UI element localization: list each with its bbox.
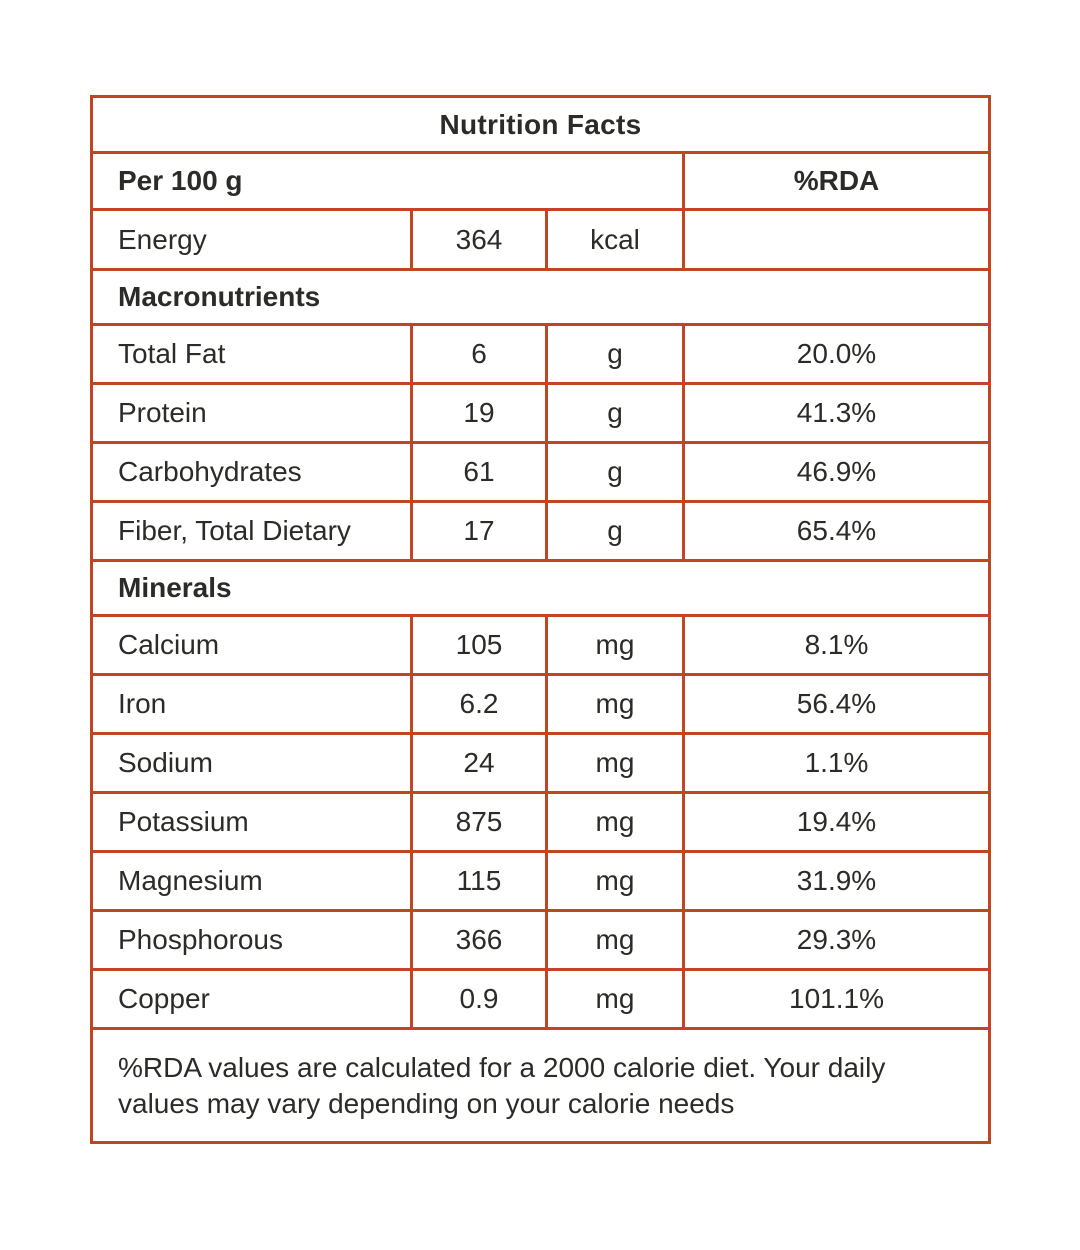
rda-footnote: %RDA values are calculated for a 2000 ca… xyxy=(90,1027,991,1144)
nutrient-rda: 31.9% xyxy=(682,850,991,912)
label-header-rows: Nutrition Facts Per 100 g %RDA Energy 36… xyxy=(90,95,991,271)
section-header: Macronutrients xyxy=(90,268,991,326)
nutrient-label: Carbohydrates xyxy=(90,441,413,503)
nutrient-unit: mg xyxy=(545,732,685,794)
nutrient-rda: 29.3% xyxy=(682,909,991,971)
nutrient-value: 0.9 xyxy=(410,968,548,1030)
nutrient-label: Fiber, Total Dietary xyxy=(90,500,413,562)
label-footer-rows: %RDA values are calculated for a 2000 ca… xyxy=(90,1027,991,1144)
nutrient-value: 6.2 xyxy=(410,673,548,735)
nutrient-rda: 46.9% xyxy=(682,441,991,503)
nutrient-row: Total Fat 6 g 20.0% xyxy=(90,323,991,385)
serving-row: Per 100 g %RDA xyxy=(90,151,991,211)
nutrient-label: Iron xyxy=(90,673,413,735)
nutrient-rda: 20.0% xyxy=(682,323,991,385)
nutrient-unit: mg xyxy=(545,909,685,971)
nutrient-row: Magnesium 115 mg 31.9% xyxy=(90,850,991,912)
nutrient-rda: 56.4% xyxy=(682,673,991,735)
nutrient-rda: 101.1% xyxy=(682,968,991,1030)
nutrient-unit: g xyxy=(545,441,685,503)
energy-unit: kcal xyxy=(545,208,685,271)
energy-rda-empty xyxy=(682,208,991,271)
nutrient-value: 24 xyxy=(410,732,548,794)
nutrition-label: Nutrition Facts Per 100 g %RDA Energy 36… xyxy=(90,95,991,1144)
nutrient-unit: mg xyxy=(545,850,685,912)
nutrient-rda: 8.1% xyxy=(682,614,991,676)
nutrient-unit: mg xyxy=(545,673,685,735)
nutrient-row: Fiber, Total Dietary 17 g 65.4% xyxy=(90,500,991,562)
nutrient-rda: 1.1% xyxy=(682,732,991,794)
nutrient-label: Calcium xyxy=(90,614,413,676)
energy-row: Energy 364 kcal xyxy=(90,208,991,271)
nutrient-value: 105 xyxy=(410,614,548,676)
nutrient-label: Potassium xyxy=(90,791,413,853)
nutrient-value: 19 xyxy=(410,382,548,444)
nutrient-row: Copper 0.9 mg 101.1% xyxy=(90,968,991,1030)
nutrient-unit: mg xyxy=(545,968,685,1030)
nutrient-label: Magnesium xyxy=(90,850,413,912)
nutrient-row: Iron 6.2 mg 56.4% xyxy=(90,673,991,735)
section-header-row: Minerals xyxy=(90,559,991,617)
nutrient-unit: mg xyxy=(545,614,685,676)
nutrient-row: Potassium 875 mg 19.4% xyxy=(90,791,991,853)
nutrient-value: 61 xyxy=(410,441,548,503)
title-row: Nutrition Facts xyxy=(90,95,991,154)
energy-value: 364 xyxy=(410,208,548,271)
nutrient-rows: Macronutrients Total Fat 6 g 20.0% Protein 19 g… xyxy=(90,268,991,1030)
nutrient-unit: mg xyxy=(545,791,685,853)
nutrient-rda: 65.4% xyxy=(682,500,991,562)
nutrient-value: 875 xyxy=(410,791,548,853)
nutrient-row: Sodium 24 mg 1.1% xyxy=(90,732,991,794)
energy-label: Energy xyxy=(90,208,413,271)
nutrient-label: Phosphorous xyxy=(90,909,413,971)
footnote-row: %RDA values are calculated for a 2000 ca… xyxy=(90,1027,991,1144)
nutrient-unit: g xyxy=(545,500,685,562)
nutrient-row: Calcium 105 mg 8.1% xyxy=(90,614,991,676)
nutrient-value: 115 xyxy=(410,850,548,912)
serving-size-header: Per 100 g xyxy=(90,151,685,211)
nutrient-label: Sodium xyxy=(90,732,413,794)
section-header: Minerals xyxy=(90,559,991,617)
nutrient-label: Copper xyxy=(90,968,413,1030)
nutrient-value: 6 xyxy=(410,323,548,385)
nutrition-facts-table: Nutrition Facts Per 100 g %RDA Energy 36… xyxy=(90,95,991,1144)
nutrient-row: Protein 19 g 41.3% xyxy=(90,382,991,444)
page-title: Nutrition Facts xyxy=(90,95,991,154)
nutrient-rda: 41.3% xyxy=(682,382,991,444)
nutrient-label: Protein xyxy=(90,382,413,444)
nutrient-label: Total Fat xyxy=(90,323,413,385)
nutrient-value: 17 xyxy=(410,500,548,562)
section-header-row: Macronutrients xyxy=(90,268,991,326)
nutrient-unit: g xyxy=(545,323,685,385)
nutrient-row: Phosphorous 366 mg 29.3% xyxy=(90,909,991,971)
nutrient-unit: g xyxy=(545,382,685,444)
rda-column-header: %RDA xyxy=(682,151,991,211)
nutrient-row: Carbohydrates 61 g 46.9% xyxy=(90,441,991,503)
nutrient-value: 366 xyxy=(410,909,548,971)
nutrient-rda: 19.4% xyxy=(682,791,991,853)
